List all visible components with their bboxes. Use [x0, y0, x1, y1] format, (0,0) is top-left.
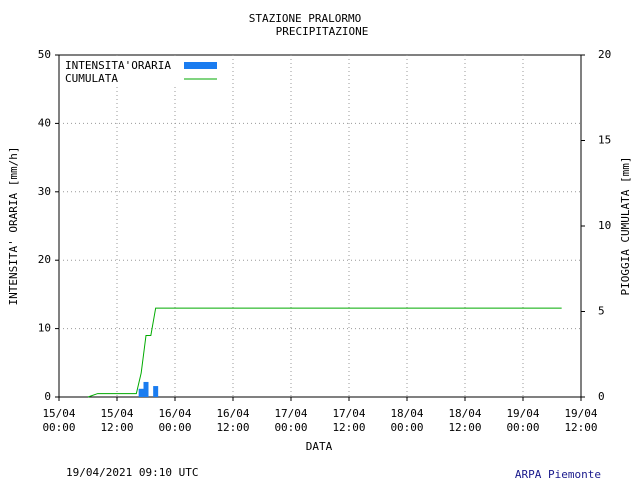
bar: [153, 386, 159, 397]
legend-label: CUMULATA: [65, 72, 118, 85]
y2-tick-label: 10: [598, 219, 611, 232]
x-tick-label: 19/04 12:00: [564, 407, 597, 434]
credit: ARPA Piemonte: [515, 468, 601, 480]
y2-tick-label: 20: [598, 48, 611, 61]
x-tick-label: 15/04 12:00: [100, 407, 133, 434]
y-tick-label: 30: [38, 185, 51, 198]
x-tick-label: 17/04 12:00: [332, 407, 365, 434]
y2-tick-label: 15: [598, 134, 611, 147]
y-tick-label: 10: [38, 322, 51, 335]
x-tick-label: 18/04 12:00: [448, 407, 481, 434]
chart-subtitle: PRECIPITAZIONE: [276, 25, 369, 38]
y2-axis-label: PIOGGIA CUMULATA [mm]: [619, 156, 632, 295]
x-tick-label: 18/04 00:00: [390, 407, 423, 434]
y2-tick-label: 5: [598, 305, 605, 318]
x-tick-label: 19/04 00:00: [506, 407, 539, 434]
bar: [143, 381, 149, 397]
y-tick-label: 40: [38, 116, 51, 129]
legend-box: [60, 56, 220, 86]
chart-title: STAZIONE PRALORMO: [249, 12, 362, 25]
y2-tick-label: 0: [598, 390, 605, 403]
x-tick-label: 16/04 00:00: [158, 407, 191, 434]
y-tick-label: 50: [38, 48, 51, 61]
x-axis-label: DATA: [306, 440, 333, 453]
y-tick-label: 20: [38, 253, 51, 266]
legend-label: INTENSITA'ORARIA: [65, 59, 171, 72]
x-tick-label: 16/04 12:00: [216, 407, 249, 434]
x-tick-label: 17/04 00:00: [274, 407, 307, 434]
x-tick-label: 15/04 00:00: [42, 407, 75, 434]
y-tick-label: 0: [44, 390, 51, 403]
bar: [138, 388, 144, 397]
y-axis-label: INTENSITA' ORARIA [mm/h]: [7, 147, 20, 306]
timestamp: 19/04/2021 09:10 UTC: [66, 466, 198, 479]
line: [87, 307, 562, 398]
legend-swatch: [184, 62, 217, 69]
plot-frame: [58, 54, 582, 398]
